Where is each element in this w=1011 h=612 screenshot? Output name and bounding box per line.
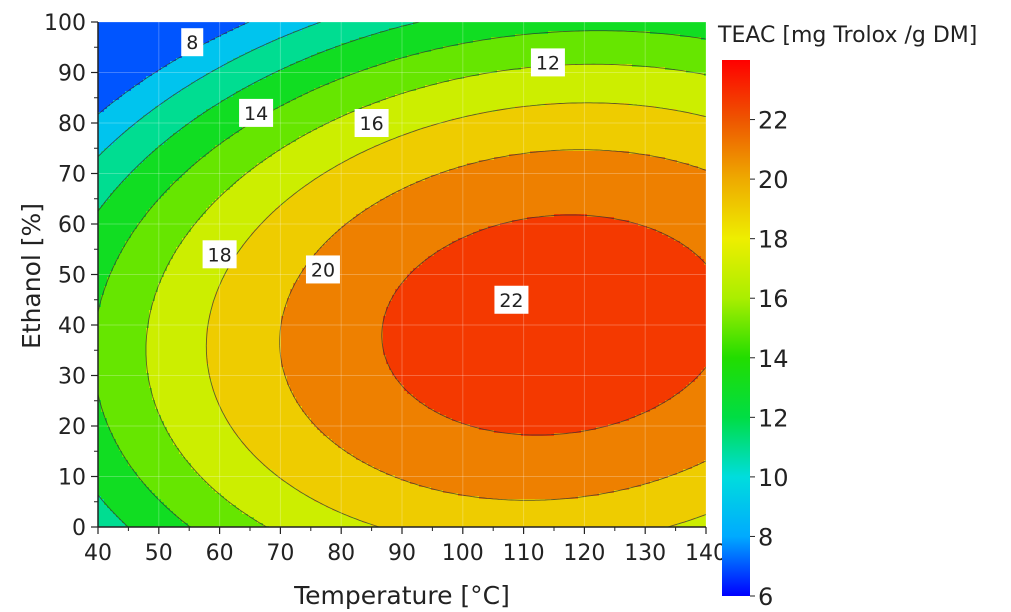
x-tick-label: 140 [685, 541, 727, 566]
x-tick-label: 120 [563, 541, 605, 566]
y-tick-label: 40 [58, 314, 86, 339]
contour-label: 22 [499, 290, 523, 312]
colorbar-gradient [722, 60, 750, 596]
x-tick-label: 60 [206, 541, 234, 566]
y-tick-label: 60 [58, 213, 86, 238]
colorbar-tick-label: 8 [758, 523, 773, 551]
contour-label: 18 [208, 244, 232, 266]
y-tick-label: 20 [58, 415, 86, 440]
y-tick-label: 100 [44, 11, 86, 36]
y-tick-label: 90 [58, 62, 86, 87]
colorbar-tick-label: 14 [758, 345, 789, 373]
x-tick-label: 50 [145, 541, 173, 566]
x-axis: 40 50 60 70 80 90 100 110 120 130 140 [84, 527, 727, 566]
colorbar: TEAC [mg Trolox /g DM] 6 8 10 12 14 16 18 20 22 [717, 23, 977, 611]
x-tick-label: 130 [624, 541, 666, 566]
x-tick-label: 70 [266, 541, 294, 566]
colorbar-tick-label: 6 [758, 583, 773, 611]
colorbar-tick-label: 12 [758, 404, 789, 432]
plot-area [98, 22, 708, 530]
y-tick-label: 70 [58, 163, 86, 188]
colorbar-tick-label: 20 [758, 166, 789, 194]
contour-label: 12 [536, 52, 560, 74]
y-tick-label: 0 [72, 516, 86, 541]
colorbar-tick-label: 10 [758, 464, 789, 492]
y-tick-label: 30 [58, 365, 86, 390]
x-tick-label: 80 [327, 541, 355, 566]
x-tick-label: 110 [503, 541, 545, 566]
y-axis: 0 10 20 30 40 50 60 70 80 90 100 [44, 11, 98, 541]
x-axis-title: Temperature [°C] [293, 581, 510, 610]
contour-label: 16 [360, 113, 384, 135]
x-tick-label: 100 [442, 541, 484, 566]
x-tick-label: 40 [84, 541, 112, 566]
colorbar-tick-label: 22 [758, 107, 789, 135]
contour-label: 20 [311, 259, 335, 281]
y-tick-label: 80 [58, 112, 86, 137]
y-tick-label: 50 [58, 264, 86, 289]
contour-label: 8 [186, 32, 198, 54]
y-axis-title: Ethanol [%] [17, 203, 46, 349]
colorbar-tick-label: 16 [758, 285, 789, 313]
x-tick-label: 90 [388, 541, 416, 566]
contour-label: 14 [244, 103, 268, 125]
colorbar-title: TEAC [mg Trolox /g DM] [717, 23, 977, 48]
colorbar-tick-label: 18 [758, 226, 789, 254]
y-tick-label: 10 [58, 466, 86, 491]
